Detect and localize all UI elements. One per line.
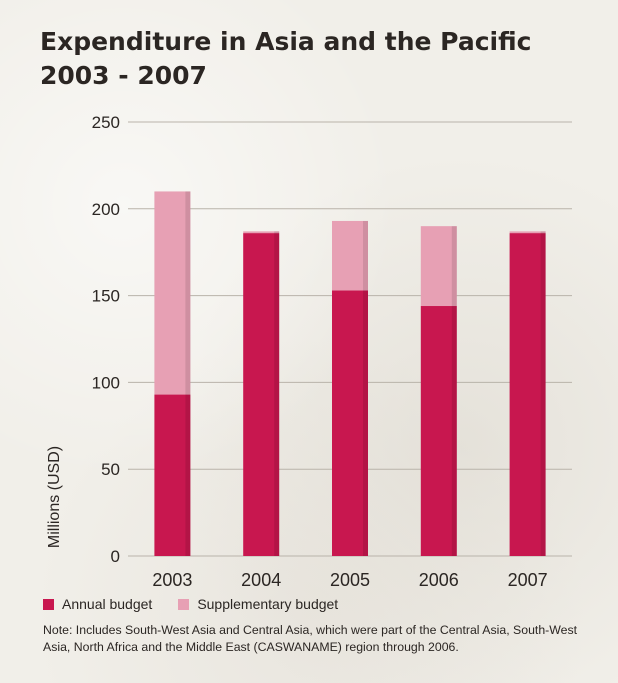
chart-title-block: Expenditure in Asia and the Pacific 2003… <box>40 25 580 93</box>
legend-swatch-annual <box>43 598 54 610</box>
legend-label-supplementary: Supplementary budget <box>197 596 339 612</box>
bar-supplementary-budget <box>420 226 457 307</box>
legend-label-annual: Annual budget <box>62 596 153 612</box>
bars <box>154 191 546 557</box>
bar-annual-budget <box>154 394 191 556</box>
bar-annual-budget <box>509 233 546 556</box>
bar-shade <box>451 226 457 556</box>
bar-supplementary-budget <box>243 231 280 234</box>
bar-annual-budget <box>420 306 457 556</box>
chart-subtitle: 2003 - 2007 <box>40 61 207 90</box>
bar-shade <box>363 220 368 556</box>
bar-shade <box>185 191 191 556</box>
bar-shade <box>540 231 546 557</box>
x-tick-label: 2005 <box>330 570 370 590</box>
y-tick-label: 200 <box>92 200 120 219</box>
bar-supplementary-budget <box>154 191 191 395</box>
bar-supplementary-budget <box>509 231 546 234</box>
legend-item-annual: Annual budget <box>43 596 152 612</box>
bar-annual-budget <box>332 290 368 556</box>
y-tick-label: 100 <box>92 373 120 392</box>
y-tick-label: 150 <box>92 287 120 306</box>
bar-shade <box>274 231 280 557</box>
y-tick-label: 0 <box>111 547 120 566</box>
y-tick-label: 50 <box>101 460 120 479</box>
footnote: Note: Includes South-West Asia and Centr… <box>43 623 578 654</box>
legend-item-supplementary: Supplementary budget <box>178 596 338 612</box>
x-tick-label: 2006 <box>419 570 459 590</box>
chart-title: Expenditure in Asia and the Pacific <box>40 27 532 56</box>
legend-swatch-supplementary <box>178 598 190 610</box>
bar-annual-budget <box>243 233 280 556</box>
x-tick-label: 2004 <box>241 570 281 590</box>
legend: Annual budget Supplementary budget <box>43 596 338 612</box>
y-axis-ticks: 0 50 100 150 200 250 <box>92 113 120 566</box>
x-axis-ticks: 2003 2004 2005 2006 2007 <box>152 570 547 590</box>
y-tick-label: 250 <box>92 113 120 132</box>
x-tick-label: 2007 <box>508 570 548 590</box>
y-axis-label: Millions (USD) <box>46 446 63 548</box>
bar-supplementary-budget <box>332 220 368 291</box>
x-tick-label: 2003 <box>152 570 192 590</box>
